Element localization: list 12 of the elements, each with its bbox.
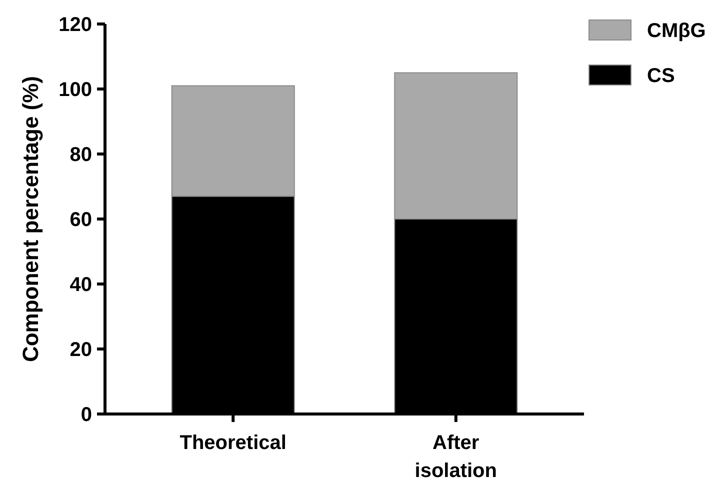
- x-tick-label: Theoretical: [180, 432, 286, 454]
- y-axis-title: Component percentage (%): [18, 76, 43, 362]
- y-tick-label: 40: [70, 274, 92, 296]
- legend-label: CMβG: [647, 20, 706, 42]
- y-tick-label: 120: [58, 14, 92, 36]
- y-tick-label: 0: [80, 404, 92, 426]
- x-tick-label: After isolation: [414, 432, 498, 482]
- y-tick-label: 80: [70, 144, 92, 166]
- legend-label: CS: [647, 65, 675, 87]
- y-tick-label: 20: [70, 339, 92, 361]
- y-tick-label: 100: [58, 79, 92, 101]
- y-tick-label: 60: [70, 209, 92, 231]
